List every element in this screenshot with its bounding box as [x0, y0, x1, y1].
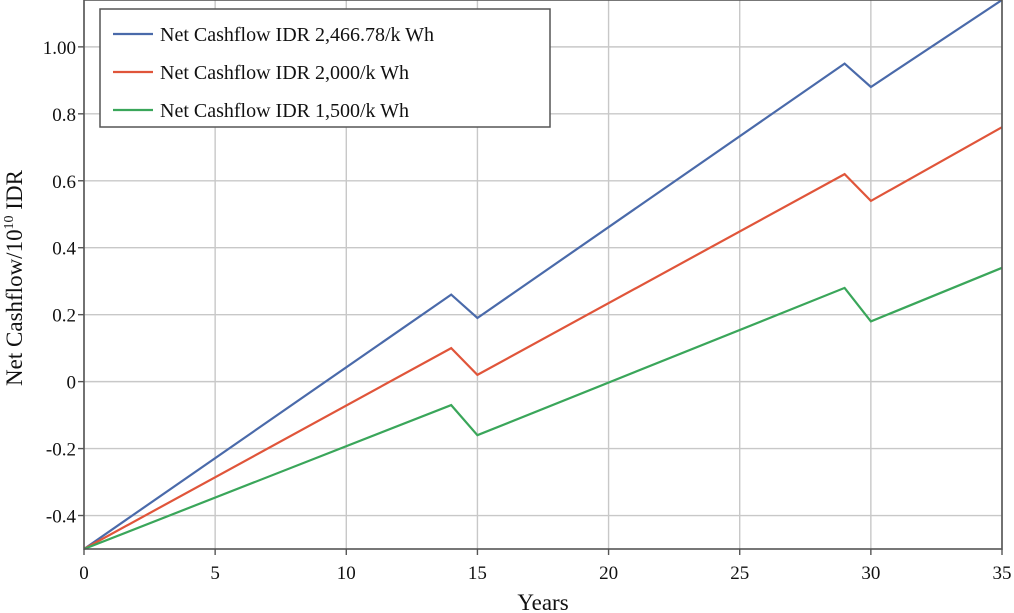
y-tick-label: 0.6	[52, 172, 76, 193]
grid	[83, 0, 1003, 549]
x-axis-label: Years	[517, 590, 568, 613]
y-tick-label: 0.8	[52, 105, 76, 126]
legend-label-2: Net Cashflow IDR 2,000/k Wh	[160, 62, 409, 84]
series-line-1	[83, 0, 1003, 550]
series-lines	[83, 0, 1003, 551]
legend-label-1: Net Cashflow IDR 2,466.78/k Wh	[160, 24, 434, 46]
x-tick-label: 5	[210, 563, 220, 584]
y-tick-label: 0.4	[52, 239, 76, 260]
x-tick-label: 15	[468, 563, 487, 584]
x-tick-label: 30	[861, 563, 880, 584]
y-tick-label: -0.4	[46, 507, 77, 528]
x-tick-label: 20	[599, 563, 618, 584]
y-axis-ticks: -0.4 -0.2 0 0.2 0.4 0.6 0.8 1.00	[43, 38, 84, 528]
x-tick-label: 25	[730, 563, 749, 584]
y-axis-label-unit: IDR	[2, 169, 27, 215]
series-line-2	[83, 126, 1003, 550]
legend-label-3: Net Cashflow IDR 1,500/k Wh	[160, 100, 409, 122]
y-tick-label: 0	[67, 373, 77, 394]
x-axis-ticks: 0 5 10 15 20 25 30 35	[79, 549, 1012, 584]
y-axis-label: Net Cashflow/1010 IDR	[2, 169, 27, 386]
x-tick-label: 10	[337, 563, 356, 584]
y-axis-label-exponent: 10	[2, 215, 17, 229]
legend: Net Cashflow IDR 2,466.78/k Wh Net Cashfl…	[99, 8, 551, 128]
series-line-3	[83, 266, 1003, 551]
y-tick-label: 1.00	[43, 38, 76, 59]
legend-box	[99, 8, 551, 128]
y-tick-label: -0.2	[46, 440, 76, 461]
y-axis-label-main: Net Cashflow/10	[2, 229, 27, 386]
x-tick-label: 0	[79, 563, 89, 584]
x-tick-label: 35	[993, 563, 1012, 584]
y-tick-label: 0.2	[52, 306, 76, 327]
plot-frame	[83, 0, 1003, 550]
